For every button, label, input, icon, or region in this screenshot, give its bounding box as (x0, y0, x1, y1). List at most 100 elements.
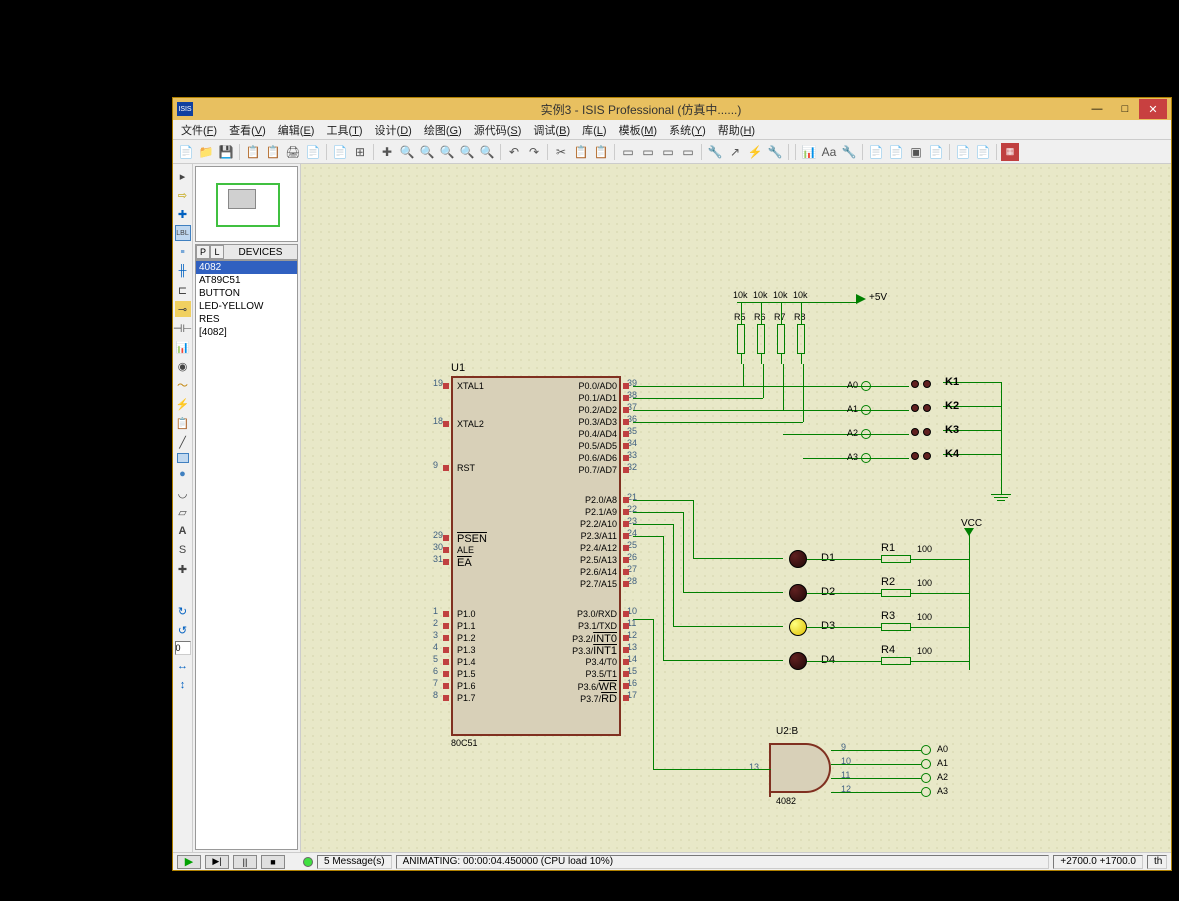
led-d4[interactable] (789, 652, 807, 670)
device-list-item[interactable]: 4082 (196, 261, 297, 274)
close-button[interactable]: ✕ (1139, 99, 1167, 119)
terminal[interactable] (921, 773, 931, 783)
led-d3[interactable] (789, 618, 807, 636)
component-tool[interactable]: ⇨ (175, 187, 191, 203)
toolbar-button[interactable]: 📋 (264, 143, 282, 161)
toolbar-button[interactable]: 🔍 (418, 143, 436, 161)
toolbar-button[interactable]: ▭ (659, 143, 677, 161)
menu-item[interactable]: 工具(T) (320, 120, 368, 140)
rotate-cw-tool[interactable]: ↻ (175, 603, 191, 619)
junction-tool[interactable]: ✚ (175, 206, 191, 222)
menu-item[interactable]: 文件(F) (175, 120, 223, 140)
device-list-item[interactable]: AT89C51 (196, 274, 297, 287)
toolbar-button[interactable]: 💾 (217, 143, 235, 161)
terminal[interactable] (921, 759, 931, 769)
toolbar-button[interactable]: ▭ (619, 143, 637, 161)
toolbar-button[interactable]: 🔍 (458, 143, 476, 161)
line-tool[interactable]: ╱ (175, 434, 191, 450)
symbol-tool[interactable]: S (175, 542, 191, 558)
toolbar-button[interactable]: ↶ (505, 143, 523, 161)
toolbar-button[interactable]: ⊞ (351, 143, 369, 161)
label-tool[interactable]: LBL (175, 225, 191, 241)
subcircuit-tool[interactable]: ⊏ (175, 282, 191, 298)
toolbar-button[interactable]: 📄 (954, 143, 972, 161)
toolbar-button[interactable]: 📄 (331, 143, 349, 161)
pointer-tool[interactable]: ▸ (175, 168, 191, 184)
menu-item[interactable]: 源代码(S) (468, 120, 528, 140)
sim-step-button[interactable]: ▶| (205, 855, 229, 869)
circle-tool[interactable]: ● (175, 466, 191, 482)
button-k1[interactable] (909, 378, 933, 390)
toolbar-button[interactable]: 🔧 (840, 143, 858, 161)
component-u2b[interactable] (771, 743, 831, 793)
resistor-r3[interactable] (881, 623, 911, 631)
terminal[interactable] (861, 453, 871, 463)
toolbar-button[interactable]: 📄 (974, 143, 992, 161)
toolbar-button[interactable]: 🔍 (478, 143, 496, 161)
overview-panel[interactable] (195, 166, 298, 242)
toolbar-button[interactable]: ▭ (679, 143, 697, 161)
toolbar-button[interactable]: 📄 (927, 143, 945, 161)
device-list-item[interactable]: BUTTON (196, 287, 297, 300)
menu-item[interactable]: 帮助(H) (712, 120, 761, 140)
device-list-item[interactable]: RES (196, 313, 297, 326)
device-list-item[interactable]: LED-YELLOW (196, 300, 297, 313)
box-tool[interactable] (177, 453, 189, 463)
toolbar-button[interactable]: 📄 (887, 143, 905, 161)
angle-input[interactable] (175, 641, 191, 655)
sim-stop-button[interactable]: ■ (261, 855, 285, 869)
probe-i-tool[interactable]: 📋 (175, 415, 191, 431)
path-tool[interactable]: ▱ (175, 504, 191, 520)
terminal[interactable] (861, 405, 871, 415)
toolbar-button[interactable]: 📋 (244, 143, 262, 161)
toolbar-button[interactable]: 🔍 (398, 143, 416, 161)
toolbar-button[interactable]: 🔧 (766, 143, 784, 161)
resistor-r2[interactable] (881, 589, 911, 597)
button-k3[interactable] (909, 426, 933, 438)
menu-item[interactable]: 系统(Y) (663, 120, 712, 140)
menu-item[interactable]: 库(L) (576, 120, 612, 140)
terminal[interactable] (921, 745, 931, 755)
toolbar-button[interactable]: 📁 (197, 143, 215, 161)
resistor-r6[interactable] (757, 324, 765, 354)
toolbar-button[interactable]: ✂ (552, 143, 570, 161)
maximize-button[interactable]: □ (1111, 99, 1139, 119)
flip-h-tool[interactable]: ↔ (175, 658, 191, 674)
menu-item[interactable]: 设计(D) (369, 120, 418, 140)
minimize-button[interactable]: — (1083, 99, 1111, 119)
toolbar-button[interactable]: 🔍 (438, 143, 456, 161)
button-k4[interactable] (909, 450, 933, 462)
bus-tool[interactable]: ╫ (175, 263, 191, 279)
terminal[interactable] (921, 787, 931, 797)
toolbar-button[interactable]: ▣ (907, 143, 925, 161)
toolbar-button[interactable]: 📄 (177, 143, 195, 161)
text-tool[interactable]: A (175, 523, 191, 539)
sim-play-button[interactable]: ▶ (177, 855, 201, 869)
toolbar-button[interactable]: 📋 (592, 143, 610, 161)
button-k2[interactable] (909, 402, 933, 414)
led-d2[interactable] (789, 584, 807, 602)
toolbar-button[interactable]: Aa (820, 143, 838, 161)
libraries-button[interactable]: L (210, 245, 224, 259)
text-script-tool[interactable]: ≡ (175, 244, 191, 260)
menu-item[interactable]: 查看(V) (223, 120, 272, 140)
toolbar-button[interactable]: ↗ (726, 143, 744, 161)
device-list[interactable]: 4082AT89C51BUTTONLED-YELLOWRES[4082] (195, 260, 298, 850)
menu-item[interactable]: 绘图(G) (418, 120, 468, 140)
toolbar-button[interactable]: 📄 (304, 143, 322, 161)
generator-tool[interactable]: 〜 (175, 377, 191, 393)
schematic-canvas[interactable]: U1 80C51 +5V VCC U2:B 4082 1 (301, 164, 1171, 852)
toolbar-button[interactable]: ▦ (1001, 143, 1019, 161)
resistor-r4[interactable] (881, 657, 911, 665)
resistor-r1[interactable] (881, 555, 911, 563)
sim-pause-button[interactable]: || (233, 855, 257, 869)
led-d1[interactable] (789, 550, 807, 568)
resistor-r8[interactable] (797, 324, 805, 354)
marker-tool[interactable]: ✚ (175, 561, 191, 577)
toolbar-button[interactable]: 🖨 (284, 143, 302, 161)
toolbar-button[interactable]: ⚡ (746, 143, 764, 161)
terminal-tool[interactable]: ⊸ (175, 301, 191, 317)
flip-v-tool[interactable]: ↕ (175, 677, 191, 693)
graph-tool[interactable]: 📊 (175, 339, 191, 355)
messages-status[interactable]: 5 Message(s) (317, 855, 392, 869)
